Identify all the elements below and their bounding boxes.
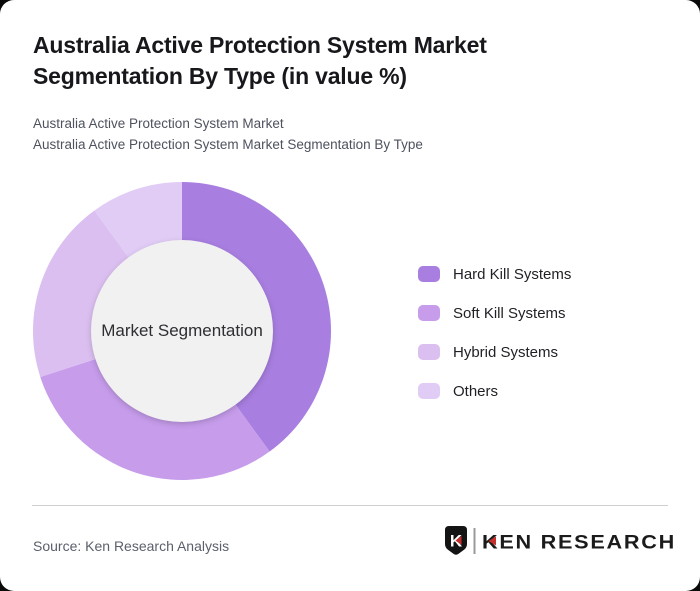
donut-center-circle — [91, 240, 273, 422]
legend-item-hard-kill-systems: Hard Kill Systems — [418, 265, 572, 283]
logo-separator — [473, 528, 476, 554]
legend-label-others: Others — [453, 382, 499, 400]
legend-item-others: Others — [418, 382, 571, 400]
ken-research-logo: K KEN RESEARCH — [445, 526, 676, 555]
legend-swatch-soft-kill-systems — [418, 305, 440, 321]
subtitle-line2: Australia Active Protection System Marke… — [33, 137, 423, 152]
page-title: Australia Active Protection System Marke… — [33, 32, 487, 89]
legend-label-hard-kill-systems: Hard Kill Systems — [453, 265, 572, 283]
chart-legend: Hard Kill Systems Soft Kill Systems Hybr… — [418, 266, 571, 422]
footer-divider — [32, 505, 668, 506]
legend-label-hybrid-systems: Hybrid Systems — [453, 343, 559, 361]
subtitle-line1: Australia Active Protection System Marke… — [33, 116, 284, 131]
logo-text: KEN RESEARCH — [482, 533, 676, 554]
donut-chart — [33, 182, 332, 480]
logo-emblem-triangle-icon — [455, 536, 462, 545]
legend-swatch-hybrid-systems — [418, 344, 440, 360]
legend-item-soft-kill-systems: Soft Kill Systems — [418, 304, 571, 322]
legend-label-soft-kill-systems: Soft Kill Systems — [453, 304, 566, 322]
source-text: Source: Ken Research Analysis — [33, 538, 230, 554]
legend-item-hybrid-systems: Hybrid Systems — [418, 343, 571, 361]
legend-swatch-others — [418, 383, 440, 399]
logo-k-triangle-icon — [488, 536, 496, 546]
legend-swatch-hard-kill-systems — [418, 266, 440, 282]
donut-center-label: Market Segmentation — [101, 321, 263, 340]
